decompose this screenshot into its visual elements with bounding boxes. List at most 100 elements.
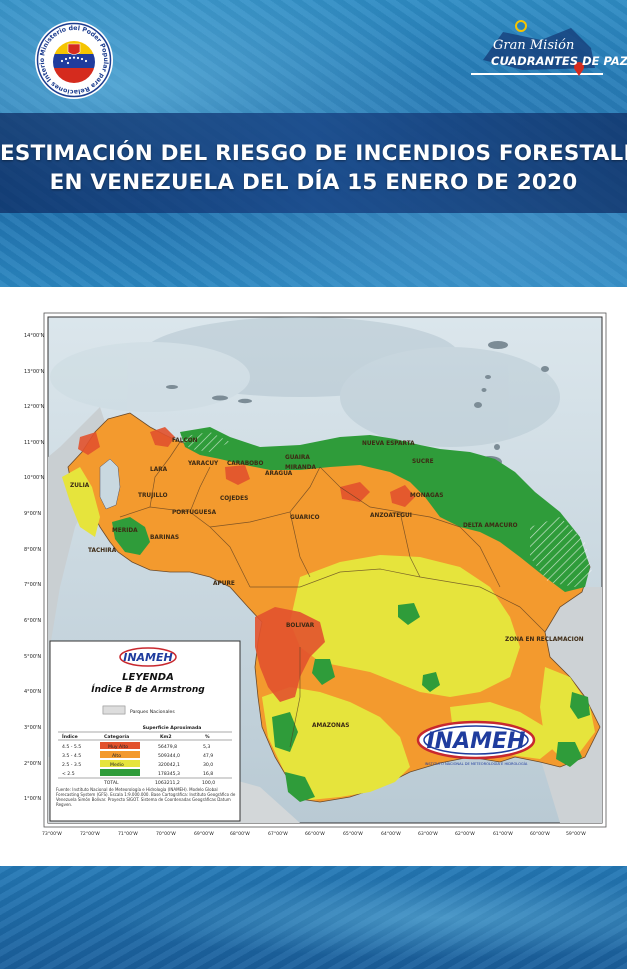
state-label: BOLIVAR xyxy=(286,623,315,629)
lon-tick: 67°00'W xyxy=(268,831,288,837)
map-legend: INAMEH LEYENDA Índice B de Armstrong Par… xyxy=(49,640,241,822)
lon-tick: 73°00'W xyxy=(42,831,62,837)
lat-tick: 1°00'N xyxy=(24,796,41,802)
svg-text:56479,8: 56479,8 xyxy=(158,744,177,750)
lon-tick: 64°00'W xyxy=(381,831,401,837)
national-parks xyxy=(180,432,592,587)
legend-col-pct: % xyxy=(205,734,210,740)
state-label: ARAGUA xyxy=(265,471,293,477)
state-label: YARACUY xyxy=(187,461,219,467)
lago-de-maracaibo xyxy=(99,458,121,510)
lon-tick: 69°00'W xyxy=(194,831,214,837)
legend-row: < 2.5 Bajo 178345,3 16,8 xyxy=(62,769,213,777)
legend-col-indice: Índice xyxy=(62,732,78,740)
state-label: ZONA EN RECLAMACION xyxy=(505,637,584,643)
state-label: TACHIRA xyxy=(88,548,117,554)
lat-tick: 3°00'N xyxy=(24,725,41,731)
risk-bajo-areas xyxy=(112,427,590,802)
state-label: LARA xyxy=(150,467,168,473)
state-label: MERIDA xyxy=(112,528,138,534)
lat-tick: 10°00'N xyxy=(24,475,45,481)
inameh-watermark-text: INAMEH xyxy=(427,729,526,754)
lat-tick: 13°00'N xyxy=(24,369,45,375)
legend-logo: INAMEH xyxy=(123,651,172,664)
state-label: ANZOATEGUI xyxy=(370,513,412,519)
svg-text:2.5 - 3.5: 2.5 - 3.5 xyxy=(62,762,81,768)
lon-tick: 71°00'W xyxy=(118,831,138,837)
state-label: SUCRE xyxy=(412,459,434,465)
state-label: COJEDES xyxy=(220,496,248,502)
lon-tick: 61°00'W xyxy=(493,831,513,837)
legend-total-km2: 1063211,2 xyxy=(155,780,180,786)
legend-row: 2.5 - 3.5 Medio 320042,1 30,0 xyxy=(62,760,213,768)
state-label: GUAIRA xyxy=(285,455,310,461)
legend-total-label: TOTAL xyxy=(103,780,119,786)
lon-tick: 63°00'W xyxy=(418,831,438,837)
legend-row: 4.5 - 5.5 Muy Alto 56479,8 5,3 xyxy=(62,742,210,750)
lat-tick: 8°00'N xyxy=(24,547,41,553)
svg-text:30,0: 30,0 xyxy=(203,762,213,768)
svg-text:178345,3: 178345,3 xyxy=(158,771,180,777)
state-label: CARABOBO xyxy=(227,461,263,467)
risk-muy-alto-areas xyxy=(78,427,415,702)
svg-text:4.5 - 5.5: 4.5 - 5.5 xyxy=(62,744,81,750)
lon-tick: 59°00'W xyxy=(566,831,586,837)
lat-tick: 11°00'N xyxy=(24,440,45,446)
state-label: BARINAS xyxy=(150,535,179,541)
lat-tick: 5°00'N xyxy=(24,654,41,660)
lat-tick: 4°00'N xyxy=(24,689,41,695)
lat-tick: 6°00'N xyxy=(24,618,41,624)
state-label: PORTUGUESA xyxy=(172,510,217,516)
state-label: DELTA AMACURO xyxy=(463,523,518,529)
svg-text:Bajo: Bajo xyxy=(112,771,122,777)
lat-tick: 2°00'N xyxy=(24,761,41,767)
ministry-logo: Ministerio del Poder Popular para Relaci… xyxy=(34,20,113,99)
state-label: ZULIA xyxy=(70,483,90,489)
legend-source: Fuente: Instituto Nacional de Meteorolog… xyxy=(56,787,236,807)
page-title-line-1: ESTIMACIÓN DEL RIESGO DE INCENDIOS FORES… xyxy=(0,141,627,166)
svg-text:Medio: Medio xyxy=(110,762,124,768)
svg-text:5,3: 5,3 xyxy=(203,744,210,750)
state-label: APURE xyxy=(213,581,235,587)
svg-text:3.5 - 4.5: 3.5 - 4.5 xyxy=(62,753,81,759)
lon-tick: 72°00'W xyxy=(80,831,100,837)
legend-row: 3.5 - 4.5 Alto 509344,0 47,9 xyxy=(62,751,213,759)
lon-tick: 65°00'W xyxy=(343,831,363,837)
cuadrantes-text: CUADRANTES DE PAZ xyxy=(491,54,627,68)
svg-text:16,8: 16,8 xyxy=(203,771,213,777)
lat-tick: 9°00'N xyxy=(24,511,41,517)
svg-text:< 2.5: < 2.5 xyxy=(62,771,75,777)
legend-parques-label: Parques Nacionales xyxy=(130,709,175,715)
cuadrantes-emblem-icon xyxy=(471,20,603,76)
state-borders xyxy=(119,441,546,748)
colombia-land xyxy=(48,407,110,823)
lat-tick: 14°00'N xyxy=(24,333,45,339)
footer-background xyxy=(0,866,627,969)
lat-tick: 7°00'N xyxy=(24,582,41,588)
lon-tick: 66°00'W xyxy=(305,831,325,837)
inameh-watermark: INAMEH INSTITUTO NACIONAL DE METEOROLOGÍ… xyxy=(416,720,536,766)
legend-total-pct: 100,0 xyxy=(202,780,215,786)
state-label: MIRANDA xyxy=(285,465,317,471)
inameh-watermark-subtext: INSTITUTO NACIONAL DE METEOROLOGÍA E HID… xyxy=(425,761,528,766)
state-label: AMAZONAS xyxy=(312,723,349,729)
state-label: FALCON xyxy=(172,438,198,444)
legend-col-km2: Km2 xyxy=(160,734,172,740)
state-label: MONAGAS xyxy=(410,493,443,499)
legend-title: LEYENDA xyxy=(122,672,174,683)
gran-mision-logo: Gran Misión CUADRANTES DE PAZ xyxy=(463,18,627,80)
lat-tick: 12°00'N xyxy=(24,404,45,410)
state-label: GUARICO xyxy=(290,515,320,521)
svg-text:320042,1: 320042,1 xyxy=(158,762,180,768)
latitude-labels: 14°00'N 13°00'N 12°00'N 11°00'N 10°00'N … xyxy=(24,333,45,802)
svg-text:Alto: Alto xyxy=(112,753,121,759)
svg-text:47,9: 47,9 xyxy=(203,753,213,759)
svg-text:509344,0: 509344,0 xyxy=(158,753,180,759)
gran-mision-text: Gran Misión xyxy=(493,38,575,53)
state-label: NUEVA ESPARTA xyxy=(362,441,415,447)
lon-tick: 70°00'W xyxy=(156,831,176,837)
state-label: TRUJILLO xyxy=(138,493,168,499)
lon-tick: 60°00'W xyxy=(530,831,550,837)
lon-tick: 62°00'W xyxy=(455,831,475,837)
map-panel: FALCON ZULIA LARA YARACUY CARABOBO ARAGU… xyxy=(0,287,627,866)
